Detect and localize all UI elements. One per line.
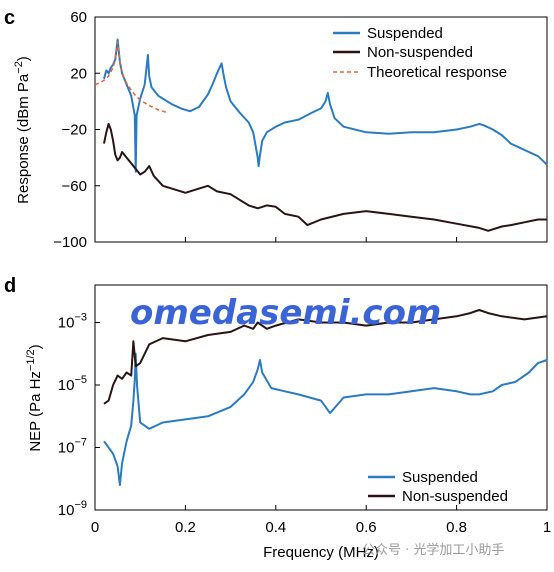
series-c-suspended-line <box>103 38 548 173</box>
panel-c-y-ticks: −100 −60 −20 20 60 <box>53 9 100 251</box>
panel-d-legend: Suspended Non-suspended <box>368 469 508 505</box>
series-c-non-suspended-line <box>103 122 547 232</box>
panel-d-y-label-end: ) <box>27 344 44 349</box>
legend-c-non-suspended-label: Non-suspended <box>367 44 473 61</box>
panel-d-x-tick-label: 0.2 <box>175 519 196 536</box>
panel-d-x-axis-label: Frequency (MHz) <box>263 544 379 561</box>
panel-d-y-axis-label: NEP (Pa Hz−1/2) <box>25 344 44 451</box>
legend-d-non-suspended-label: Non-suspended <box>402 488 508 505</box>
panel-d-x-ticks: 0 0.2 0.4 0.6 0.8 1 <box>91 505 551 536</box>
series-d-suspended-line <box>103 352 548 486</box>
panel-c-y-tick-label: 60 <box>70 9 87 26</box>
panel-d-series <box>103 309 548 486</box>
panel-d-x-tick-label: 0.4 <box>265 519 286 536</box>
panel-c-legend: Suspended Non-suspended Theoretical resp… <box>333 25 507 81</box>
panel-d: d 10−9 10−7 10−5 10−3 0 0.2 0.4 0.6 0.8 1 NEP (P… <box>4 275 551 561</box>
panel-c-y-tick-label: 20 <box>70 65 87 82</box>
panel-c-y-label-end: ) <box>15 56 32 61</box>
panel-d-y-ticks: 10−9 10−7 10−5 10−3 <box>58 312 100 519</box>
panel-d-y-label-sup: −1/2 <box>25 349 37 371</box>
panel-c-frame <box>94 16 548 243</box>
panel-d-x-tick-label: 0 <box>91 519 99 536</box>
legend-d-suspended-label: Suspended <box>402 469 478 486</box>
panel-d-frame <box>94 284 548 511</box>
panel-d-x-tick-label: 0.8 <box>446 519 467 536</box>
panel-c-x-ticks <box>94 237 548 242</box>
series-d-non-suspended-line <box>103 309 548 405</box>
watermark-credit: 公众号 · 光学加工小助手 <box>362 542 504 558</box>
panel-c-label: c <box>4 7 15 29</box>
panel-d-y-tick-label: 10−3 <box>58 312 87 332</box>
panel-c-y-axis-label: Response (dBm Pa−2) <box>13 56 32 204</box>
panel-d-label: d <box>4 275 16 297</box>
legend-c-suspended-label: Suspended <box>367 25 443 42</box>
panel-d-y-label-main: NEP (Pa Hz <box>27 371 44 452</box>
panel-d-x-tick-label: 0.6 <box>356 519 377 536</box>
watermark-text: omedasemi.com <box>130 293 441 333</box>
panel-c-series <box>94 38 548 232</box>
panel-c-y-tick-label: −20 <box>62 122 87 139</box>
panel-c: c −100 −60 −20 20 60 Response (dBm Pa−2) Sus… <box>4 7 548 251</box>
legend-c-theoretical-label: Theoretical response <box>367 64 507 81</box>
panel-c-y-label-sup: −2 <box>13 61 25 74</box>
series-c-theoretical-line <box>94 41 168 114</box>
panel-d-x-tick-label: 1 <box>543 519 551 536</box>
panel-c-y-tick-label: −60 <box>62 178 87 195</box>
panel-c-y-label-main: Response (dBm Pa <box>15 73 32 204</box>
panel-d-y-tick-label: 10−7 <box>58 437 87 457</box>
panel-d-y-tick-label: 10−5 <box>58 374 87 394</box>
panel-c-y-tick-label: −100 <box>53 234 87 251</box>
panel-d-y-tick-label: 10−9 <box>58 499 87 519</box>
